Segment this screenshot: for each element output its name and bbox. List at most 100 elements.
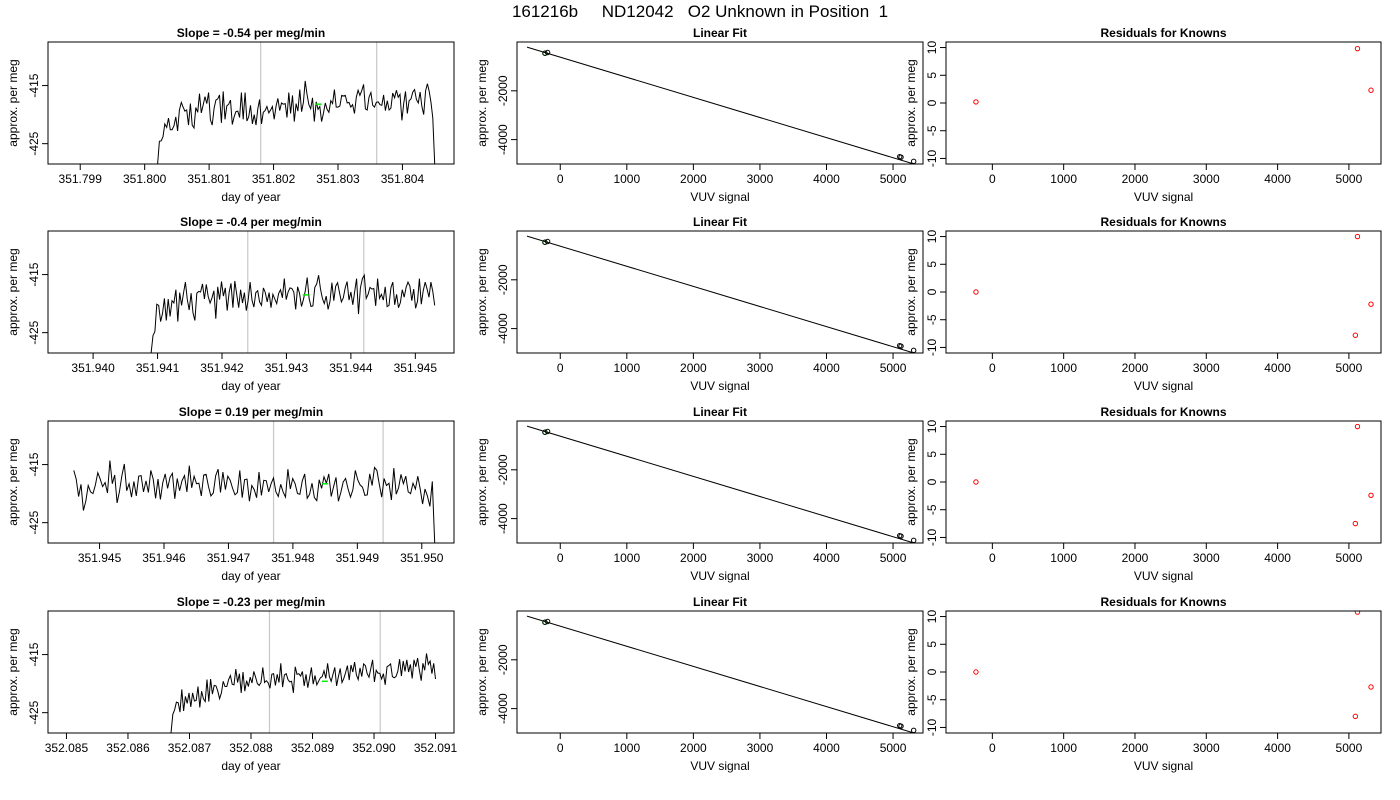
y-tick-label: 10 [925, 420, 939, 434]
y-tick-label: -5 [925, 125, 939, 136]
data-point [1368, 301, 1374, 307]
x-axis-label: VUV signal [690, 759, 749, 773]
data-point [1354, 611, 1361, 615]
x-tick-label: 1000 [613, 172, 640, 186]
data-point [973, 99, 979, 105]
x-axis-label: day of year [221, 759, 280, 773]
y-axis-label: approx. per meg [6, 248, 20, 335]
data-point [542, 50, 548, 56]
data-point [973, 669, 979, 675]
y-tick-label: -10 [925, 149, 939, 167]
y-axis-label: approx. per meg [904, 248, 918, 335]
plot-area [526, 235, 917, 353]
x-tick-label: 4000 [813, 172, 840, 186]
x-tick-label: 5000 [880, 361, 907, 375]
y-axis-label: approx. per meg [6, 438, 20, 525]
y-tick-label: -5 [925, 504, 939, 515]
y-tick-label: -2000 [496, 454, 510, 485]
plot-frame [945, 420, 1382, 544]
y-tick-label: 10 [925, 230, 939, 244]
fit-line [526, 46, 914, 164]
y-tick-label: 5 [925, 261, 939, 268]
plot-frame [516, 610, 924, 734]
x-tick-label: 1000 [1050, 551, 1077, 565]
y-axis-label: approx. per meg [475, 628, 489, 715]
y-tick-label: -415 [27, 262, 41, 286]
panel-fit-2: Linear Fit 0 1000 2000 3000 4000 5000 -2000 -400… [475, 215, 924, 393]
x-tick-label: 4000 [813, 361, 840, 375]
x-tick-label: 0 [557, 551, 564, 565]
x-tick-label: 4000 [813, 741, 840, 755]
x-tick-label: 0 [557, 361, 564, 375]
y-tick-label: -4000 [496, 693, 510, 724]
data-point [1368, 87, 1374, 93]
x-tick-label: 5000 [1336, 741, 1363, 755]
panel-title: Linear Fit [693, 215, 747, 229]
x-tick-label: 2000 [1122, 172, 1149, 186]
x-tick-label: 351.946 [142, 551, 186, 565]
x-tick-label: 4000 [813, 551, 840, 565]
page-title: 161216b ND12042 O2 Unknown in Position 1 [511, 2, 889, 21]
data-point [542, 619, 548, 625]
fit-line [526, 615, 914, 733]
x-tick-label: 0 [557, 172, 564, 186]
y-tick-label: -425 [27, 131, 41, 155]
data-point [542, 239, 548, 245]
x-tick-label: 351.802 [252, 172, 296, 186]
y-tick-label: 0 [925, 668, 939, 675]
y-axis-label: approx. per meg [904, 628, 918, 715]
y-tick-label: -4000 [496, 124, 510, 155]
y-tick-label: 0 [925, 478, 939, 485]
x-tick-label: 5000 [880, 741, 907, 755]
x-tick-label: 2000 [1122, 741, 1149, 755]
x-tick-label: 2000 [1122, 551, 1149, 565]
x-tick-label: 5000 [880, 551, 907, 565]
panel-title: Residuals for Knowns [1100, 26, 1226, 40]
y-axis-label: approx. per meg [904, 438, 918, 525]
panel-title: Residuals for Knowns [1100, 405, 1226, 419]
data-point [910, 727, 917, 733]
data-point [542, 429, 548, 435]
x-tick-label: 3000 [747, 551, 774, 565]
x-tick-label: 0 [989, 361, 996, 375]
panel-title: Slope = -0.23 per meg/min [177, 595, 325, 609]
x-tick-label: 351.941 [136, 361, 180, 375]
x-tick-label: 1000 [613, 361, 640, 375]
x-tick-label: 5000 [880, 172, 907, 186]
x-tick-label: 352.087 [168, 741, 212, 755]
data-point [544, 428, 551, 435]
x-tick-label: 351.803 [316, 172, 360, 186]
series-line [73, 460, 436, 543]
panel-residuals-1: Residuals for Knowns 0 1000 2000 3000 4000 500… [904, 26, 1382, 204]
y-tick-label: 5 [925, 451, 939, 458]
data-point [1368, 492, 1374, 499]
data-point [1368, 684, 1374, 690]
x-tick-label: 352.086 [106, 741, 150, 755]
x-tick-label: 351.949 [336, 551, 380, 565]
plot-frame [47, 420, 455, 544]
x-tick-label: 351.940 [71, 361, 115, 375]
x-axis-label: VUV signal [690, 569, 749, 583]
x-tick-label: 351.948 [271, 551, 315, 565]
data-point [544, 49, 551, 56]
panel-title: Linear Fit [693, 595, 747, 609]
y-tick-label: 0 [925, 99, 939, 106]
x-tick-label: 5000 [1336, 172, 1363, 186]
plot-area [526, 615, 917, 733]
y-tick-label: -415 [27, 642, 41, 666]
y-tick-label: -2000 [496, 75, 510, 106]
y-tick-label: 5 [925, 72, 939, 79]
x-axis-label: VUV signal [1134, 569, 1193, 583]
data-point [1354, 423, 1361, 430]
x-tick-label: 0 [989, 551, 996, 565]
plot-area [73, 421, 436, 543]
data-point [1354, 233, 1361, 240]
x-tick-label: 351.801 [187, 172, 231, 186]
x-tick-label: 352.088 [229, 741, 273, 755]
x-tick-label: 5000 [1336, 361, 1363, 375]
x-tick-label: 3000 [1193, 741, 1220, 755]
data-point [898, 533, 904, 539]
x-tick-label: 351.942 [200, 361, 244, 375]
y-tick-label: 10 [925, 41, 939, 55]
data-point [973, 479, 979, 485]
